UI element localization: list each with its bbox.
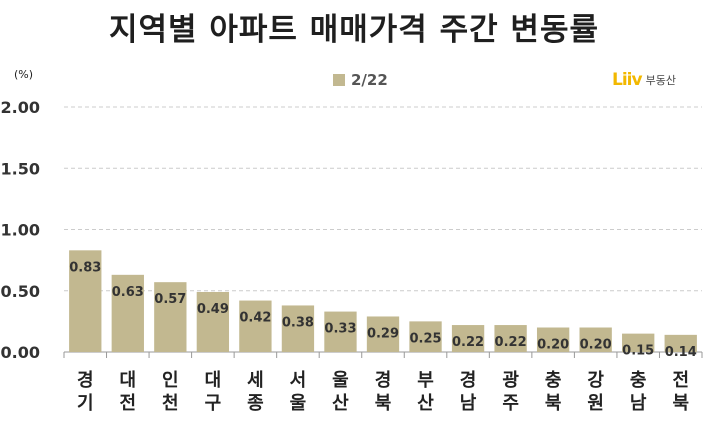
y-tick-label: 0.00 bbox=[1, 343, 40, 362]
bar-value-label: 0.49 bbox=[197, 302, 229, 317]
legend: 2/22 bbox=[333, 71, 388, 89]
x-category-label: 대 bbox=[205, 370, 222, 391]
legend-label: 2/22 bbox=[351, 71, 388, 89]
x-category-label: 북 bbox=[672, 393, 689, 414]
logo-text: 부동산 bbox=[645, 74, 676, 87]
x-category-label: 충 bbox=[630, 370, 647, 391]
bar bbox=[409, 321, 442, 352]
legend-swatch bbox=[333, 74, 345, 86]
bar bbox=[664, 334, 697, 352]
bar bbox=[579, 327, 612, 352]
x-category-label: 충 bbox=[545, 370, 562, 391]
y-tick-label: 2.00 bbox=[1, 98, 40, 117]
x-category-label: 광 bbox=[502, 370, 519, 391]
y-tick-label: 0.50 bbox=[1, 282, 40, 301]
bar bbox=[111, 274, 144, 352]
x-category-label: 울 bbox=[290, 393, 307, 414]
bar-value-label: 0.63 bbox=[112, 285, 144, 300]
x-category-label: 원 bbox=[587, 393, 604, 414]
bar bbox=[281, 305, 315, 352]
x-category-label: 종 bbox=[247, 393, 264, 414]
bar-value-label: 0.83 bbox=[69, 260, 101, 275]
bar bbox=[196, 291, 230, 352]
x-category-label: 산 bbox=[417, 393, 434, 414]
x-category-label: 경 bbox=[375, 370, 392, 391]
x-category-label: 북 bbox=[375, 393, 392, 414]
bar-value-label: 0.14 bbox=[665, 345, 697, 360]
x-category-label: 구 bbox=[205, 393, 222, 414]
bar bbox=[69, 250, 102, 352]
x-category-label: 남 bbox=[460, 393, 477, 414]
x-category-label: 남 bbox=[630, 393, 647, 414]
y-tick-label: 1.00 bbox=[1, 221, 40, 240]
x-category-label: 인 bbox=[162, 370, 179, 391]
x-category-label: 서 bbox=[290, 370, 307, 391]
x-category-label: 부 bbox=[417, 370, 434, 391]
x-category-label: 북 bbox=[545, 393, 562, 414]
bar bbox=[451, 325, 485, 352]
bar-value-label: 0.22 bbox=[495, 335, 527, 350]
y-unit-label: (%) bbox=[14, 68, 34, 81]
x-category-label: 전 bbox=[672, 370, 689, 391]
bar-value-label: 0.57 bbox=[154, 292, 186, 307]
brand-logo: Liiv 부동산 bbox=[612, 70, 676, 90]
x-category-label: 기 bbox=[77, 393, 94, 414]
x-category-label: 경 bbox=[77, 370, 94, 391]
x-category-label: 대 bbox=[120, 370, 137, 391]
bar bbox=[324, 311, 357, 352]
bar-value-label: 0.22 bbox=[452, 335, 484, 350]
bar-value-label: 0.33 bbox=[324, 322, 356, 337]
x-category-label: 주 bbox=[502, 393, 519, 414]
x-category-label: 강 bbox=[587, 370, 604, 391]
bar bbox=[154, 282, 187, 352]
x-category-label: 전 bbox=[120, 393, 137, 414]
x-category-label: 울 bbox=[332, 370, 349, 391]
bar-value-label: 0.38 bbox=[282, 315, 314, 330]
bar-value-label: 0.42 bbox=[239, 311, 271, 326]
bar-value-label: 0.29 bbox=[367, 326, 399, 341]
bar bbox=[494, 325, 527, 352]
logo-mark: Liiv bbox=[612, 70, 643, 90]
x-category-label: 세 bbox=[247, 370, 264, 391]
bar-value-label: 0.20 bbox=[537, 338, 569, 353]
x-category-label: 경 bbox=[460, 370, 477, 391]
y-tick-label: 1.50 bbox=[1, 159, 40, 178]
bar bbox=[239, 300, 272, 352]
x-category-label: 산 bbox=[332, 393, 349, 414]
chart-title: 지역별 아파트 매매가격 주간 변동률 bbox=[109, 12, 599, 48]
bar bbox=[366, 316, 400, 352]
bar-value-label: 0.25 bbox=[409, 331, 441, 346]
bar-value-label: 0.20 bbox=[580, 338, 612, 353]
x-category-label: 천 bbox=[162, 393, 179, 414]
bar-value-label: 0.15 bbox=[622, 344, 654, 359]
bar bbox=[622, 333, 655, 352]
bar bbox=[536, 327, 570, 352]
